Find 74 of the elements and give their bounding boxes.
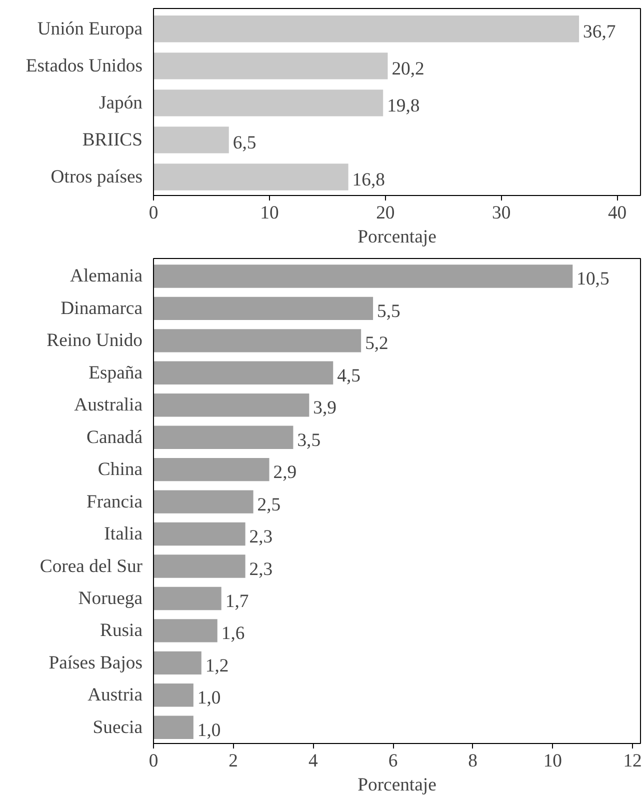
- y-tick-label: Francia: [86, 491, 144, 512]
- data-label: 2,5: [257, 494, 281, 516]
- data-label: 4,5: [337, 365, 360, 386]
- data-label: 1,6: [221, 623, 245, 644]
- bar: [154, 126, 229, 154]
- x-tick-label: 2: [228, 750, 238, 772]
- data-label: 6,5: [232, 132, 256, 154]
- data-label: 19,8: [387, 95, 420, 116]
- bar: [154, 394, 310, 417]
- data-label: 5,2: [365, 333, 388, 354]
- x-tick-label: 10: [260, 202, 279, 224]
- bar: [154, 426, 294, 449]
- x-tick-label: 10: [543, 750, 562, 772]
- data-label: 3,5: [297, 430, 321, 451]
- data-label: 3,9: [313, 398, 337, 419]
- data-label: 2,9: [273, 462, 297, 484]
- bar: [154, 554, 246, 578]
- bar: [154, 586, 222, 610]
- y-tick-label: China: [98, 459, 144, 480]
- y-tick-label: Japón: [98, 92, 144, 114]
- y-tick-label: Dinamarca: [60, 298, 144, 319]
- y-tick-label: Otros países: [50, 166, 143, 188]
- x-tick-label: 30: [492, 202, 511, 224]
- x-tick-label: 4: [308, 750, 319, 772]
- bar: [154, 90, 384, 116]
- data-label: 2,3: [249, 558, 273, 580]
- data-label: 36,7: [583, 21, 616, 42]
- data-label: 1,7: [225, 590, 249, 612]
- bar: [154, 522, 246, 546]
- bar: [154, 651, 202, 675]
- data-label: 2,3: [249, 526, 273, 548]
- bar: [154, 329, 362, 352]
- y-tick-label: Australia: [74, 394, 144, 416]
- y-tick-label: Austria: [88, 684, 144, 706]
- y-tick-label: Alemania: [70, 266, 144, 287]
- bar: [154, 264, 573, 288]
- y-tick-label: Italia: [104, 524, 144, 545]
- data-label: 20,2: [392, 58, 424, 80]
- bar: [154, 361, 334, 385]
- x-axis-title: Porcentaje: [358, 226, 436, 248]
- bar: [154, 490, 254, 514]
- y-tick-label: Estados Unidos: [26, 55, 143, 76]
- x-tick-label: 0: [148, 750, 158, 772]
- data-label: 1,0: [197, 720, 221, 741]
- bar: [154, 16, 580, 42]
- bar: [154, 296, 374, 320]
- data-label: 16,8: [352, 169, 385, 190]
- x-tick-label: 40: [608, 202, 627, 224]
- y-tick-label: Unión Europa: [37, 18, 144, 40]
- y-tick-label: Canadá: [86, 426, 144, 448]
- bar: [154, 619, 218, 642]
- y-tick-label: Corea del Sur: [40, 556, 144, 577]
- y-tick-label: Rusia: [100, 620, 144, 642]
- y-tick-label: Reino Unido: [46, 330, 143, 352]
- data-label: 5,5: [377, 300, 400, 322]
- bar: [154, 52, 388, 80]
- x-tick-label: 0: [148, 202, 158, 224]
- x-tick-label: 8: [468, 750, 478, 772]
- y-tick-label: BRIICS: [82, 129, 143, 150]
- x-axis-title: Porcentaje: [358, 774, 436, 796]
- bar: [154, 684, 194, 707]
- y-tick-label: Suecia: [92, 716, 144, 738]
- bar: [154, 716, 194, 739]
- bar: [154, 458, 270, 482]
- y-tick-label: España: [88, 362, 144, 384]
- y-tick-label: Países Bajos: [48, 652, 143, 674]
- x-tick-label: 20: [376, 202, 395, 224]
- bar: [154, 164, 348, 190]
- data-label: 1,2: [205, 655, 229, 676]
- data-label: 10,5: [576, 268, 610, 290]
- x-tick-label: 6: [388, 750, 398, 772]
- data-label: 1,0: [197, 688, 221, 709]
- y-tick-label: Noruega: [78, 588, 144, 609]
- x-tick-label: 12: [623, 750, 642, 772]
